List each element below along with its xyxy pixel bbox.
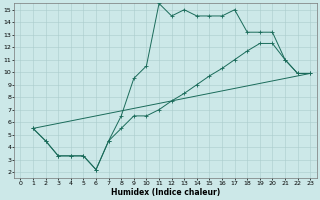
X-axis label: Humidex (Indice chaleur): Humidex (Indice chaleur) <box>111 188 220 197</box>
